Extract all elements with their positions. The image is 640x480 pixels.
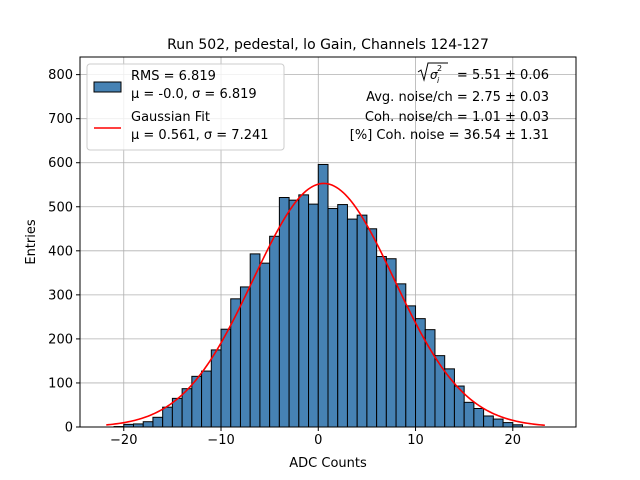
legend-histogram-swatch (93, 81, 122, 93)
histogram-bar (356, 214, 368, 428)
histogram-bar (142, 421, 154, 428)
histogram-bar (395, 283, 407, 428)
x-tick-label: 10 (407, 433, 424, 448)
y-tick-label: 100 (48, 376, 73, 391)
noise-annotations: σ i 2 = 5.51 ± 0.06 Avg. noise/ch = 2.75… (350, 62, 549, 143)
histogram-bar (346, 218, 358, 428)
histogram-bar (473, 408, 485, 428)
y-tick-label: 600 (48, 156, 73, 171)
histogram-bar (201, 370, 212, 428)
x-tick-label: 0 (314, 433, 322, 448)
y-axis-label: Entries (24, 219, 39, 265)
legend-rms-label: RMS = 6.819 (131, 69, 216, 84)
histogram-bar (278, 197, 290, 428)
svg-text:i: i (437, 76, 440, 85)
histogram-bar (152, 416, 164, 428)
histogram-bar (210, 349, 222, 428)
legend-fit-label: Gaussian Fit (131, 110, 210, 125)
histogram-bar (492, 418, 504, 428)
legend: RMS = 6.819 μ = -0.0, σ = 6.819 Gaussian… (86, 63, 285, 151)
gaussian-fit-curve (106, 182, 545, 427)
x-axis-ticks: −20 −10 0 10 20 (110, 427, 521, 448)
histogram-bar (385, 258, 397, 428)
histogram-bar (308, 203, 319, 428)
histogram-bar (376, 256, 387, 428)
y-tick-label: 500 (48, 200, 73, 215)
histogram-bar (259, 262, 271, 428)
y-axis-ticks: 0 100 200 300 400 500 600 700 800 (48, 68, 80, 436)
histogram-bar (230, 298, 241, 428)
plot-frame (79, 56, 577, 428)
histogram-bar (327, 208, 339, 428)
coh-noise-text: Coh. noise/ch = 1.01 ± 0.03 (365, 110, 549, 125)
y-tick-label: 300 (48, 288, 73, 303)
y-tick-label: 800 (48, 68, 73, 83)
histogram-bar (434, 355, 446, 428)
histogram-bar (298, 194, 310, 428)
histogram-bar (337, 204, 348, 428)
x-tick-label: 20 (505, 433, 522, 448)
chart-title: Run 502, pedestal, lo Gain, Channels 124… (167, 37, 489, 53)
histogram-bar (502, 422, 514, 428)
histogram-bar (269, 235, 280, 428)
legend-frame (86, 63, 285, 151)
histogram-bar (162, 406, 173, 428)
pct-coh-noise-text: [%] Coh. noise = 36.54 ± 1.31 (350, 128, 549, 143)
svg-text:2: 2 (437, 64, 442, 73)
histogram-bar (415, 318, 426, 428)
y-tick-label: 400 (48, 244, 73, 259)
legend-hist-stats: μ = -0.0, σ = 6.819 (131, 87, 257, 102)
x-tick-label: −10 (207, 433, 234, 448)
histogram-bar (317, 163, 329, 428)
legend-fit-stats: μ = 0.561, σ = 7.241 (131, 128, 269, 143)
histogram-bar (249, 253, 261, 428)
histogram-bars (113, 163, 524, 428)
histogram-bar (405, 305, 417, 428)
histogram-bar (463, 401, 475, 428)
avg-noise-text: Avg. noise/ch = 2.75 ± 0.03 (366, 90, 549, 105)
x-axis-label: ADC Counts (289, 456, 367, 471)
gaussian-fit (106, 182, 545, 427)
histogram-bar (288, 199, 300, 428)
sqrt-sigma-value: = 5.51 ± 0.06 (457, 68, 549, 83)
histogram-bar (366, 228, 378, 428)
y-tick-label: 700 (48, 112, 73, 127)
y-tick-label: 200 (48, 332, 73, 347)
histogram-bar (239, 286, 251, 428)
x-tick-label: −20 (110, 433, 137, 448)
sqrt-sigma-symbol: σ i 2 (417, 62, 448, 85)
histogram-bar (220, 328, 232, 428)
histogram-bar (483, 415, 494, 428)
y-tick-label: 0 (65, 421, 73, 436)
svg-text:σ: σ (430, 68, 438, 82)
